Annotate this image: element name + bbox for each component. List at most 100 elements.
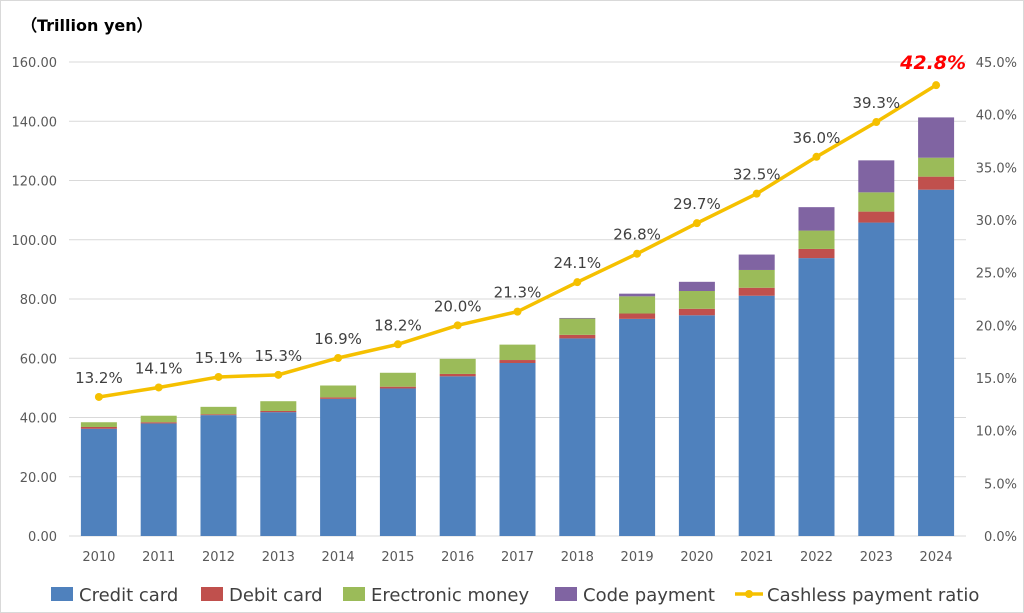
ratio-point xyxy=(932,81,941,90)
bar-segment xyxy=(200,414,237,416)
bar-segment xyxy=(858,192,895,212)
bar-segment xyxy=(858,160,895,193)
bar-segment xyxy=(320,397,357,399)
ratio-data-label: 14.1% xyxy=(135,359,183,377)
bar-segment xyxy=(858,222,895,536)
bar-segment xyxy=(499,362,536,536)
x-tick-label: 2016 xyxy=(441,550,474,565)
bar-segment xyxy=(559,334,596,339)
ratio-point xyxy=(334,353,343,362)
ratio-point xyxy=(154,383,163,392)
y2-tick-label: 5.0% xyxy=(984,477,1017,492)
bar-segment xyxy=(678,308,715,316)
ratio-point xyxy=(274,370,283,379)
legend-swatch xyxy=(51,587,73,601)
ratio-data-label: 15.3% xyxy=(254,347,302,365)
bar-segment xyxy=(738,269,775,288)
bar-segment xyxy=(80,426,117,429)
legend-swatch xyxy=(201,587,223,601)
y2-tick-label: 40.0% xyxy=(976,109,1017,124)
ratio-point xyxy=(573,278,582,287)
bar-segment xyxy=(439,376,476,536)
bar-segment xyxy=(858,211,895,223)
bar-segment xyxy=(439,373,476,377)
bar-segment xyxy=(260,412,297,536)
ratio-data-label: 32.5% xyxy=(733,166,781,184)
y-tick-label: 160.00 xyxy=(12,56,58,71)
bar-segment xyxy=(379,388,416,536)
y-tick-label: 20.00 xyxy=(20,471,57,486)
legend-marker xyxy=(745,590,753,598)
legend-label: Erectronic money xyxy=(371,585,529,606)
y-tick-label: 40.00 xyxy=(20,412,57,427)
y-tick-label: 0.00 xyxy=(28,530,57,545)
bar-segment xyxy=(798,207,835,231)
bar-segment xyxy=(140,415,177,423)
bar-segment xyxy=(738,295,775,536)
x-tick-label: 2020 xyxy=(680,550,713,565)
ratio-point xyxy=(214,372,223,381)
ratio-point xyxy=(633,249,642,258)
ratio-point xyxy=(513,307,522,316)
ratio-data-label: 26.8% xyxy=(613,226,661,244)
ratio-data-label: 13.2% xyxy=(75,369,123,387)
legend-label: Cashless payment ratio xyxy=(767,585,979,606)
bar-segment xyxy=(320,398,357,536)
ratio-data-label: 24.1% xyxy=(553,254,601,272)
bar-segment xyxy=(559,317,596,319)
ratio-data-label: 15.1% xyxy=(195,349,243,367)
bar-segment xyxy=(320,385,357,398)
bar-segment xyxy=(140,422,177,424)
bar-segment xyxy=(619,296,656,314)
legend-swatch xyxy=(555,587,577,601)
y2-tick-label: 15.0% xyxy=(976,372,1017,387)
legend-label: Credit card xyxy=(79,585,178,606)
bar-segment xyxy=(918,189,955,536)
y-tick-label: 100.00 xyxy=(12,234,58,249)
x-tick-label: 2014 xyxy=(322,550,355,565)
bar-segment xyxy=(80,422,117,427)
bar-segment xyxy=(619,293,656,297)
x-tick-label: 2024 xyxy=(920,550,953,565)
bar-segment xyxy=(678,291,715,309)
ratio-data-label: 18.2% xyxy=(374,316,422,334)
ratio-data-label: 39.3% xyxy=(852,94,900,112)
x-tick-label: 2015 xyxy=(381,550,414,565)
y-tick-label: 80.00 xyxy=(20,293,57,308)
ratio-data-label: 16.9% xyxy=(314,330,362,348)
bar-segment xyxy=(439,358,476,374)
y2-tick-label: 20.0% xyxy=(976,319,1017,334)
x-tick-label: 2013 xyxy=(262,550,295,565)
x-tick-label: 2023 xyxy=(860,550,893,565)
bar-segment xyxy=(379,386,416,389)
bar-segment xyxy=(80,428,117,536)
bar-segment xyxy=(140,423,177,536)
bar-segment xyxy=(200,415,237,536)
bar-segment xyxy=(559,318,596,335)
bar-segment xyxy=(918,117,955,158)
bar-segment xyxy=(678,315,715,536)
bar-segment xyxy=(260,401,297,411)
y-tick-label: 60.00 xyxy=(20,352,57,367)
bar-segment xyxy=(499,344,536,361)
ratio-point xyxy=(752,189,761,198)
bar-segment xyxy=(798,230,835,249)
x-tick-label: 2019 xyxy=(621,550,654,565)
ratio-point xyxy=(94,392,103,401)
y2-tick-label: 45.0% xyxy=(976,56,1017,71)
bar-segment xyxy=(260,410,297,413)
ratio-point xyxy=(453,321,462,330)
x-tick-label: 2022 xyxy=(800,550,833,565)
bar-segment xyxy=(798,258,835,536)
ratio-data-label: 29.7% xyxy=(673,195,721,213)
y2-tick-label: 30.0% xyxy=(976,214,1017,229)
y2-tick-label: 10.0% xyxy=(976,425,1017,440)
ratio-point xyxy=(872,118,881,127)
y-tick-label: 120.00 xyxy=(12,175,58,190)
x-tick-label: 2017 xyxy=(501,550,534,565)
bar-segment xyxy=(379,372,416,387)
bar-segment xyxy=(678,281,715,292)
ratio-data-label: 21.3% xyxy=(494,284,542,302)
